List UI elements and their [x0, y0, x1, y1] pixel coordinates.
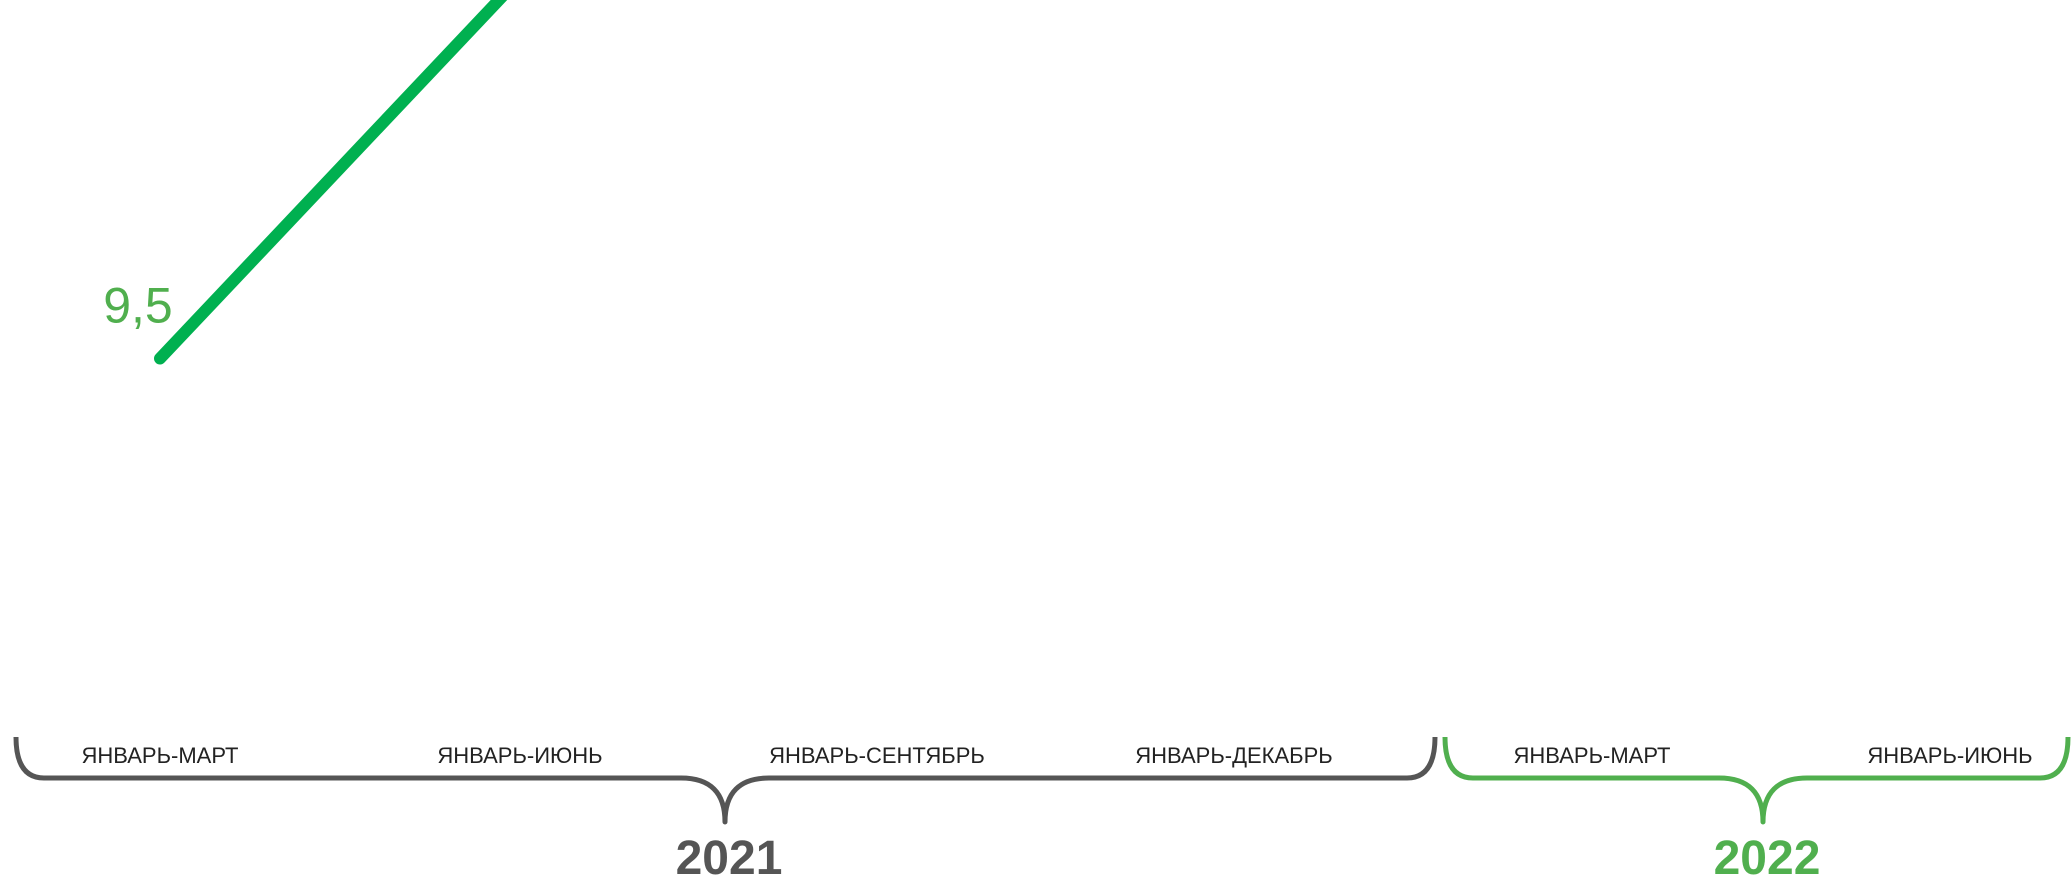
- year-label-2022: 2022: [1714, 832, 1821, 876]
- line-segments: [154, 0, 508, 365]
- period-label-2: ЯНВАРЬ-ИЮНЬ: [437, 743, 602, 768]
- year-labels: 2021 2022: [676, 832, 1821, 876]
- period-label-5: ЯНВАРЬ-МАРТ: [1514, 743, 1671, 768]
- bracket-2022: [1442, 736, 2071, 825]
- period-label-6: ЯНВАРЬ-ИЮНЬ: [1867, 743, 2032, 768]
- value-label-1: 9,5: [103, 278, 173, 334]
- period-label-4: ЯНВАРЬ-ДЕКАБРЬ: [1135, 743, 1332, 768]
- year-brackets: [13, 736, 2071, 825]
- year-label-2021: 2021: [676, 832, 783, 876]
- period-labels: ЯНВАРЬ-МАРТ ЯНВАРЬ-ИЮНЬ ЯНВАРЬ-СЕНТЯБРЬ ЯНВ…: [82, 743, 2033, 768]
- period-label-3: ЯНВАРЬ-СЕНТЯБРЬ: [769, 743, 985, 768]
- value-labels: 9,517,419,421,522,919,3: [103, 278, 173, 334]
- line-segment-1: [154, 0, 508, 365]
- bracket-2021: [13, 736, 1438, 825]
- period-label-1: ЯНВАРЬ-МАРТ: [82, 743, 239, 768]
